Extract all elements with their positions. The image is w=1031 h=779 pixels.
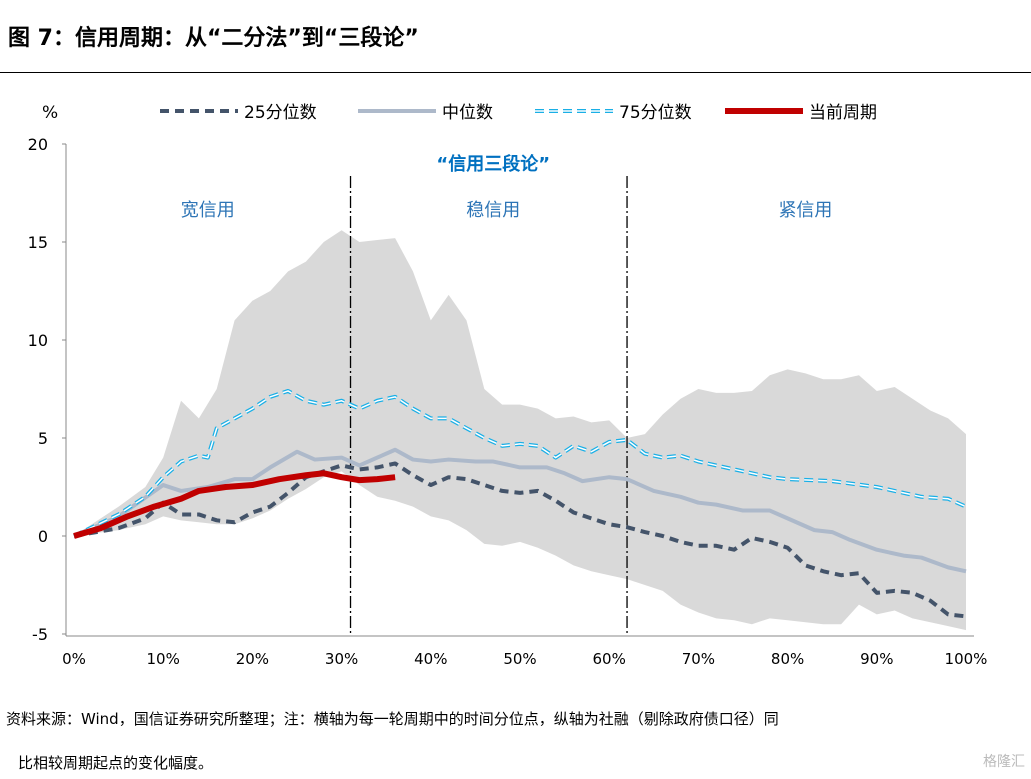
x-tick-label: 40% [414,650,447,668]
legend-label: 中位数 [442,103,493,123]
x-tick-label: 90% [860,650,893,668]
footer-source: 资料来源：Wind，国信证券研究所整理；注：横轴为每一轮周期中的时间分位点，纵轴… [6,710,779,728]
y-tick-label: 15 [28,233,48,252]
footer-note: 比相较周期起点的变化幅度。 [18,754,214,772]
phase-label: 稳信用 [466,200,520,221]
watermark: 格隆汇 [983,754,1025,770]
y-tick-label: -5 [32,625,48,644]
legend-label: 当前周期 [809,103,877,123]
annotation-title: “信用三段论” [436,153,550,175]
x-tick-label: 20% [236,650,269,668]
range-band [74,230,966,631]
phase-label: 宽信用 [181,200,235,221]
x-tick-label: 80% [771,650,804,668]
series-line-3 [73,470,396,539]
x-tick-label: 70% [682,650,715,668]
y-tick-label: 5 [38,429,48,448]
legend-label: 75分位数 [619,103,692,123]
legend-label: 25分位数 [244,103,317,123]
y-tick-label: 10 [28,331,48,350]
x-tick-label: 50% [503,650,536,668]
title-divider [0,72,1031,73]
y-axis-unit: % [42,103,58,123]
credit-cycle-chart: % 20 15 10 5 0 -5 0% 10% 20% 30% 40% 50% 60% 70% 80% 90%… [28,103,988,668]
x-tick-label: 30% [325,650,358,668]
series-line-2 [73,390,967,537]
series-line-0 [73,461,967,619]
x-tick-label: 0% [62,650,86,668]
x-tick-label: 100% [945,650,988,668]
y-tick-label: 20 [28,135,48,154]
x-tick-label: 60% [593,650,626,668]
y-tick-label: 0 [38,527,48,546]
figure-title: 图 7：信用周期：从“二分法”到“三段论” [8,26,419,51]
x-tick-label: 10% [147,650,180,668]
phase-label: 紧信用 [778,200,832,221]
series-line-1 [73,447,967,574]
